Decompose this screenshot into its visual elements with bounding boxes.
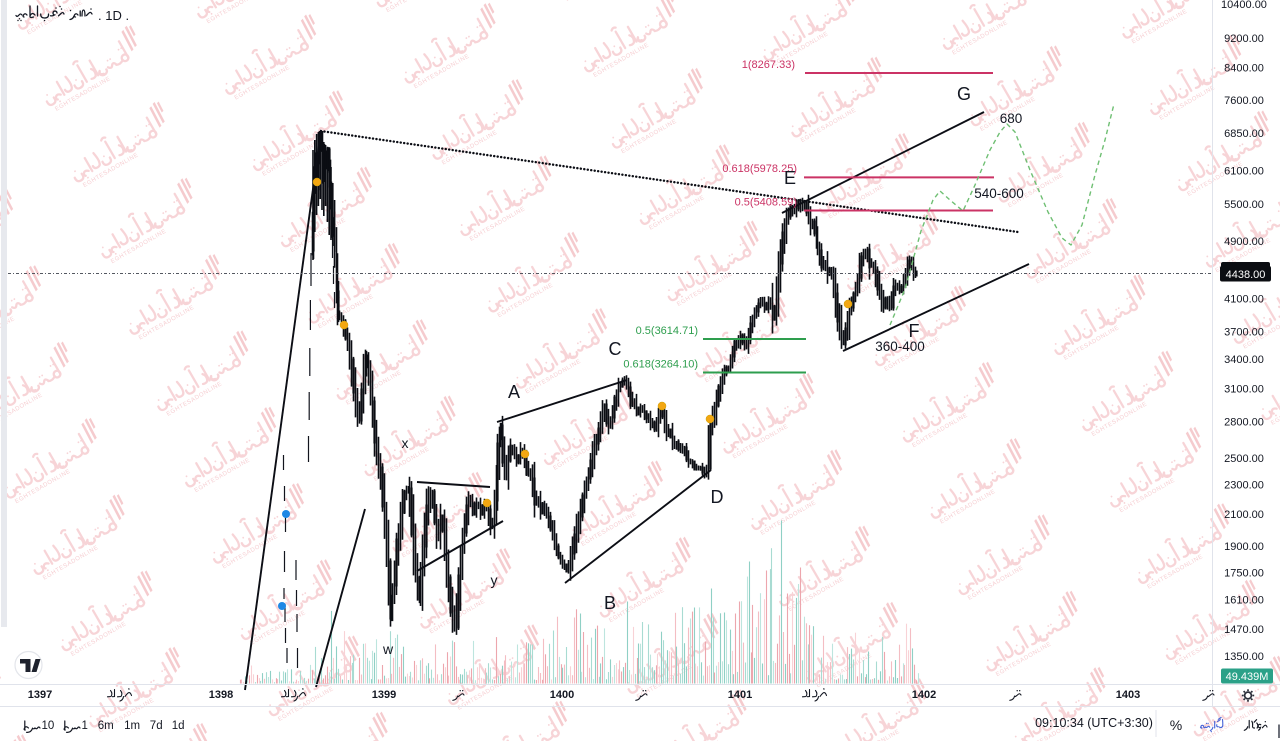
svg-text:1470.00: 1470.00 xyxy=(1224,624,1264,636)
svg-text:2500.00: 2500.00 xyxy=(1224,453,1264,465)
svg-text:2100.00: 2100.00 xyxy=(1224,509,1264,521)
svg-text:1: 1 xyxy=(82,720,88,732)
svg-text:7600.00: 7600.00 xyxy=(1224,95,1264,107)
svg-text:C: C xyxy=(609,339,622,359)
svg-text:49.439M: 49.439M xyxy=(1226,671,1269,683)
svg-text:4100.00: 4100.00 xyxy=(1224,294,1264,306)
svg-text:1900.00: 1900.00 xyxy=(1224,541,1264,553)
svg-text:1399: 1399 xyxy=(372,689,396,701)
svg-text:A: A xyxy=(508,382,520,402)
svg-text:1402: 1402 xyxy=(912,689,936,701)
svg-text:3400.00: 3400.00 xyxy=(1224,354,1264,366)
svg-text:10400.00: 10400.00 xyxy=(1221,0,1267,11)
svg-text:1397: 1397 xyxy=(28,689,52,701)
svg-text:y: y xyxy=(491,572,498,588)
svg-text:0.618(3264.10): 0.618(3264.10) xyxy=(623,359,698,371)
svg-text:10: 10 xyxy=(42,720,55,732)
svg-text:680: 680 xyxy=(1000,111,1023,126)
svg-text:1350.00: 1350.00 xyxy=(1224,651,1264,663)
svg-text:1403: 1403 xyxy=(1116,689,1140,701)
svg-text:1610.00: 1610.00 xyxy=(1224,595,1264,607)
svg-text:1m: 1m xyxy=(124,720,140,732)
svg-text:7d: 7d xyxy=(150,720,163,732)
svg-text:5500.00: 5500.00 xyxy=(1224,199,1264,211)
svg-text:2800.00: 2800.00 xyxy=(1224,416,1264,428)
svg-text:2300.00: 2300.00 xyxy=(1224,480,1264,492)
svg-text:D: D xyxy=(711,487,724,507)
svg-text:09:10:34 (UTC+3:30): 09:10:34 (UTC+3:30) xyxy=(1035,716,1153,730)
svg-text:E: E xyxy=(784,168,796,188)
svg-text:1400: 1400 xyxy=(550,689,574,701)
svg-text:6m: 6m xyxy=(98,720,114,732)
svg-text:B: B xyxy=(604,593,616,613)
svg-text:x: x xyxy=(402,435,409,451)
svg-text:1398: 1398 xyxy=(209,689,233,701)
svg-text:F: F xyxy=(909,321,920,341)
svg-text:6100.00: 6100.00 xyxy=(1224,166,1264,178)
svg-text:w: w xyxy=(382,641,394,657)
svg-text:1(8267.33): 1(8267.33) xyxy=(742,59,795,71)
svg-text:8400.00: 8400.00 xyxy=(1224,63,1264,75)
svg-text:540-600: 540-600 xyxy=(974,186,1024,201)
svg-text:9200.00: 9200.00 xyxy=(1224,33,1264,45)
svg-text:G: G xyxy=(957,84,971,104)
svg-text:%: % xyxy=(1170,717,1182,733)
svg-text:1401: 1401 xyxy=(728,689,752,701)
svg-text:360-400: 360-400 xyxy=(875,339,925,354)
svg-text:. 1D .: . 1D . xyxy=(98,8,129,23)
svg-text:0.5(5408.59): 0.5(5408.59) xyxy=(735,197,797,209)
svg-text:0.5(3614.71): 0.5(3614.71) xyxy=(636,325,698,337)
svg-text:4900.00: 4900.00 xyxy=(1224,236,1264,248)
svg-text:3700.00: 3700.00 xyxy=(1224,327,1264,339)
svg-text:1750.00: 1750.00 xyxy=(1224,568,1264,580)
svg-text:1d: 1d xyxy=(172,720,185,732)
svg-text:3100.00: 3100.00 xyxy=(1224,384,1264,396)
svg-text:0.618(5978.25): 0.618(5978.25) xyxy=(722,163,797,175)
svg-text:6850.00: 6850.00 xyxy=(1224,128,1264,140)
svg-text:4438.00: 4438.00 xyxy=(1226,269,1266,281)
